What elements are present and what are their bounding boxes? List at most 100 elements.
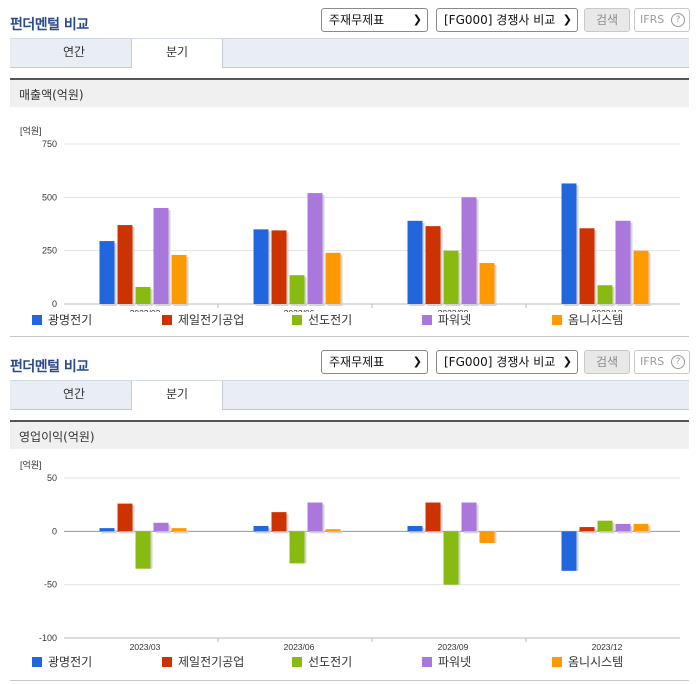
tab-annual[interactable]: 연간 bbox=[62, 45, 86, 59]
bar bbox=[633, 250, 649, 304]
legend-swatch bbox=[422, 657, 432, 667]
bar bbox=[461, 502, 477, 532]
bar-shadow bbox=[327, 531, 343, 534]
bar bbox=[443, 250, 459, 304]
period-tabs: 연간 분기 bbox=[10, 380, 689, 410]
bar bbox=[615, 220, 631, 304]
search-button[interactable]: 검색 bbox=[584, 8, 630, 32]
panel-header: 펀더멘털 비교 주재무제표 ❯ [FG000] 경쟁사 비교 ❯ 검색 IFRS… bbox=[10, 350, 690, 380]
legend-label: 선도전기 bbox=[308, 313, 353, 327]
legend-swatch bbox=[32, 315, 42, 325]
legend-label: 선도전기 bbox=[308, 655, 353, 669]
bar bbox=[479, 531, 495, 544]
ifrs-button[interactable]: IFRS ? bbox=[634, 8, 690, 32]
x-tick-label: 2023/09 bbox=[438, 642, 469, 652]
bar bbox=[325, 252, 341, 304]
legend-swatch bbox=[32, 657, 42, 667]
ifrs-label: IFRS bbox=[640, 355, 665, 368]
legend-label: 옴니시스템 bbox=[568, 655, 624, 669]
legend-swatch bbox=[422, 315, 432, 325]
bar bbox=[479, 263, 495, 304]
bar bbox=[425, 502, 441, 532]
panel-title: 펀더멘털 비교 bbox=[10, 17, 89, 33]
search-button[interactable]: 검색 bbox=[584, 350, 630, 374]
bar bbox=[633, 523, 649, 532]
y-tick-label: 750 bbox=[42, 139, 57, 149]
legend-label: 파워넷 bbox=[438, 313, 472, 327]
chevron-down-icon: ❯ bbox=[412, 355, 422, 368]
bar bbox=[135, 286, 151, 304]
legend-swatch bbox=[162, 657, 172, 667]
section-title: 매출액(억원) bbox=[19, 88, 84, 102]
legend-swatch bbox=[292, 657, 302, 667]
ifrs-button[interactable]: IFRS ? bbox=[634, 350, 690, 374]
tab-quarterly[interactable]: 분기 bbox=[131, 381, 223, 410]
bar bbox=[425, 226, 441, 304]
ifrs-label: IFRS bbox=[640, 13, 665, 26]
chart-legend: 광명전기 제일전기공업 선도전기 파워넷 옴니시스템 bbox=[32, 654, 672, 670]
bar bbox=[253, 526, 269, 532]
x-tick-label: 2023/06 bbox=[284, 642, 315, 652]
operating-profit-chart: [억원] -100 -50 0 50 2023/03 2023/06 2023/09 2023/… bbox=[20, 459, 680, 652]
peer-select[interactable]: [FG000] 경쟁사 비교 ❯ bbox=[436, 350, 578, 374]
bar bbox=[579, 527, 595, 532]
bar bbox=[271, 512, 287, 532]
bar bbox=[117, 503, 133, 532]
bar bbox=[171, 528, 187, 532]
panel-title: 펀더멘털 비교 bbox=[10, 359, 89, 375]
bar bbox=[271, 230, 287, 304]
chevron-down-icon: ❯ bbox=[562, 13, 572, 26]
period-tabs: 연간 분기 bbox=[10, 38, 689, 68]
bar bbox=[325, 529, 341, 532]
legend-label: 제일전기공업 bbox=[178, 655, 245, 669]
section-header: 영업이익(억원) bbox=[10, 420, 689, 449]
y-unit-label: [억원] bbox=[20, 459, 42, 470]
sales-chart: [억원] 0 250 500 750 2023/03 2023/06 2023/09 2023/… bbox=[20, 125, 680, 312]
statement-select-value: 주재무제표 bbox=[329, 355, 385, 369]
peer-select[interactable]: [FG000] 경쟁사 비교 ❯ bbox=[436, 8, 578, 32]
bar bbox=[153, 522, 169, 532]
bar bbox=[443, 531, 459, 585]
bar bbox=[461, 197, 477, 304]
bar bbox=[579, 228, 595, 304]
x-tick-label: 2023/12 bbox=[592, 308, 623, 312]
peer-select-value: [FG000] 경쟁사 비교 bbox=[444, 13, 556, 27]
bar bbox=[561, 531, 577, 571]
bar bbox=[407, 220, 423, 304]
divider bbox=[10, 336, 689, 337]
bar-shadow bbox=[173, 530, 189, 534]
y-tick-label: 50 bbox=[47, 473, 57, 483]
statement-select[interactable]: 주재무제표 ❯ bbox=[321, 8, 428, 32]
y-tick-label: -50 bbox=[44, 580, 57, 590]
panel-header: 펀더멘털 비교 주재무제표 ❯ [FG000] 경쟁사 비교 ❯ 검색 IFRS… bbox=[10, 8, 690, 38]
x-tick-label: 2023/03 bbox=[130, 642, 161, 652]
bar bbox=[289, 531, 305, 564]
divider bbox=[10, 680, 689, 681]
legend-swatch bbox=[552, 315, 562, 325]
statement-select-value: 주재무제표 bbox=[329, 13, 385, 27]
x-tick-label: 2023/12 bbox=[592, 642, 623, 652]
bar bbox=[289, 275, 305, 304]
bar bbox=[597, 285, 613, 304]
legend-label: 파워넷 bbox=[438, 655, 472, 669]
section-title: 영업이익(억원) bbox=[19, 430, 95, 444]
legend-swatch bbox=[552, 657, 562, 667]
statement-select[interactable]: 주재무제표 ❯ bbox=[321, 350, 428, 374]
bar bbox=[171, 254, 187, 304]
bar bbox=[597, 520, 613, 532]
tab-annual[interactable]: 연간 bbox=[62, 387, 86, 401]
legend-label: 제일전기공업 bbox=[178, 313, 245, 327]
legend-label: 광명전기 bbox=[48, 313, 93, 327]
tab-quarterly[interactable]: 분기 bbox=[131, 39, 223, 68]
legend-swatch bbox=[292, 315, 302, 325]
help-icon: ? bbox=[671, 355, 685, 369]
legend-label: 광명전기 bbox=[48, 655, 93, 669]
bar-shadow bbox=[101, 530, 117, 534]
chevron-down-icon: ❯ bbox=[562, 355, 572, 368]
panel-sales: 펀더멘털 비교 주재무제표 ❯ [FG000] 경쟁사 비교 ❯ 검색 IFRS… bbox=[0, 8, 696, 338]
chevron-down-icon: ❯ bbox=[412, 13, 422, 26]
y-tick-label: 500 bbox=[42, 192, 57, 202]
peer-select-value: [FG000] 경쟁사 비교 bbox=[444, 355, 556, 369]
bar bbox=[307, 193, 323, 304]
y-tick-label: -100 bbox=[39, 633, 57, 643]
